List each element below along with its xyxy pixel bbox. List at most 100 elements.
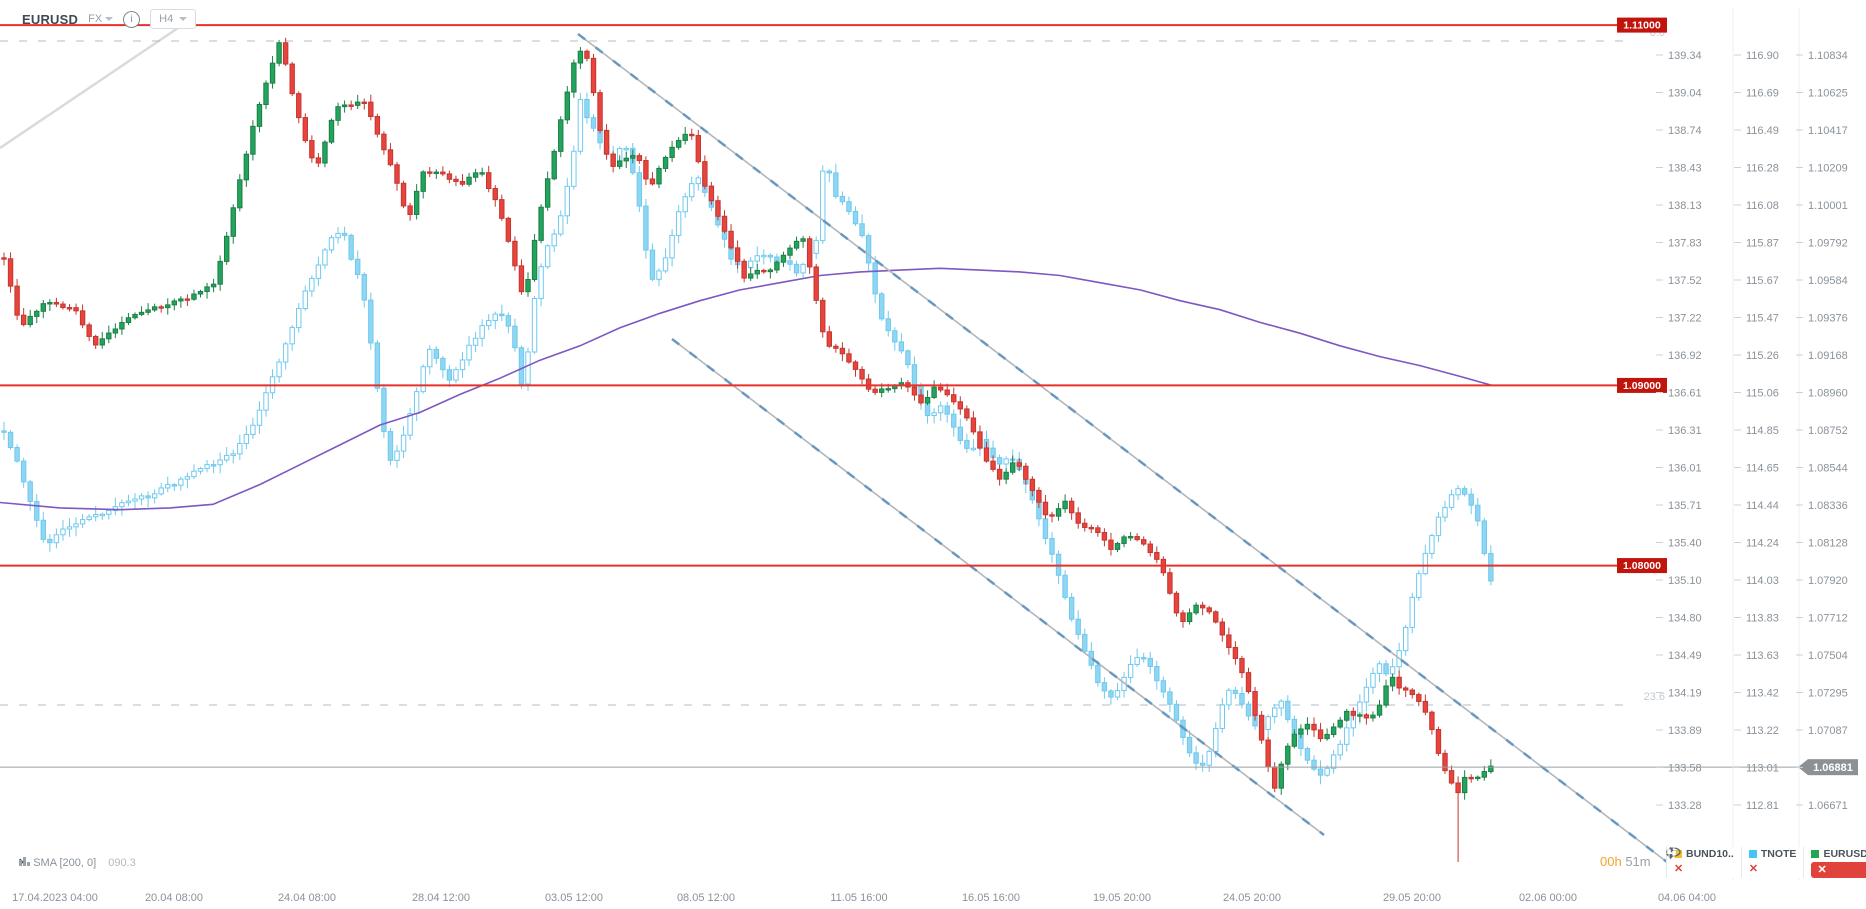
eurusd-scale-label[interactable]: 1.08544 — [1808, 463, 1848, 475]
time-axis-label[interactable]: 29.05 20:00 — [1383, 892, 1441, 904]
eurusd-scale-label[interactable]: 1.10625 — [1808, 88, 1848, 100]
bund10-scale-label[interactable]: 136.31 — [1668, 425, 1702, 437]
eurusd-scale-label[interactable]: 1.09792 — [1808, 238, 1848, 250]
tnote-scale-label[interactable]: 113.83 — [1746, 613, 1779, 625]
tnote-scale-label[interactable]: 115.47 — [1746, 313, 1779, 325]
bund10-scale-label[interactable]: 138.43 — [1668, 163, 1702, 175]
candle-body — [577, 98, 584, 152]
eurusd-scale-label[interactable]: 1.09584 — [1808, 275, 1848, 287]
indicator-chart-icon[interactable] — [18, 856, 31, 868]
tnote-scale-label[interactable]: 116.69 — [1746, 88, 1779, 100]
close-icon[interactable]: ✕ — [1748, 863, 1759, 875]
tnote-scale-label[interactable]: 114.24 — [1746, 538, 1779, 550]
tnote-scale-label[interactable]: 113.42 — [1746, 688, 1779, 700]
eurusd-scale-label[interactable]: 1.10417 — [1808, 125, 1848, 137]
candle-body — [132, 498, 138, 502]
time-axis-label[interactable]: 04.06 04:00 — [1658, 892, 1716, 904]
tnote-scale-label[interactable]: 116.90 — [1746, 50, 1779, 62]
bund10-scale-label[interactable]: 137.52 — [1668, 275, 1702, 287]
candle-body — [1278, 700, 1284, 709]
tnote-scale-label[interactable]: 113.63 — [1746, 650, 1779, 662]
bund10-scale-label[interactable]: 136.92 — [1668, 350, 1702, 362]
time-axis-label[interactable]: 17.04.2023 04:00 — [12, 892, 98, 904]
eurusd-scale-label[interactable]: 1.08960 — [1808, 388, 1848, 400]
tnote-scale-label[interactable]: 114.44 — [1746, 500, 1779, 512]
series-eurusd — [1, 37, 1494, 862]
eurusd-scale-label[interactable]: 1.06671 — [1808, 800, 1848, 812]
eurusd-scale-label[interactable]: 1.10001 — [1808, 200, 1848, 212]
tnote-scale-label[interactable]: 114.65 — [1746, 463, 1779, 475]
eurusd-scale-label[interactable]: 1.09376 — [1808, 313, 1848, 325]
tnote-scale-label[interactable]: 116.49 — [1746, 125, 1779, 137]
candle-body — [27, 315, 33, 326]
bund10-scale-label[interactable]: 139.34 — [1668, 50, 1702, 62]
time-axis-label[interactable]: 02.06 00:00 — [1519, 892, 1577, 904]
time-axis-label[interactable]: 08.05 12:00 — [677, 892, 735, 904]
eurusd-scale-label[interactable]: 1.07712 — [1808, 613, 1848, 625]
time-axis-label[interactable]: 16.05 16:00 — [962, 892, 1020, 904]
time-axis-label[interactable]: 11.05 16:00 — [830, 892, 887, 904]
bund10-scale-label[interactable]: 133.58 — [1668, 763, 1702, 775]
candle-body — [610, 153, 616, 167]
eurusd-scale-label[interactable]: 1.07087 — [1808, 725, 1848, 737]
timeframe-select[interactable]: H4 — [150, 9, 197, 29]
bund10-scale-label[interactable]: 133.89 — [1668, 725, 1702, 737]
tnote-scale-label[interactable]: 113.22 — [1746, 725, 1779, 737]
tnote-scale-label[interactable]: 115.06 — [1746, 388, 1779, 400]
bund10-scale-label[interactable]: 135.10 — [1668, 575, 1702, 587]
candle-body — [53, 534, 60, 544]
indicator-close-icon[interactable]: ✕ — [18, 857, 28, 869]
bund10-scale-label[interactable]: 133.28 — [1668, 800, 1702, 812]
bund10-scale-label[interactable]: 134.49 — [1668, 650, 1702, 662]
time-axis-label[interactable]: 24.04 08:00 — [278, 892, 336, 904]
eurusd-scale-label[interactable]: 1.08128 — [1808, 538, 1848, 550]
active-instrument-badge[interactable]: ✕ — [1667, 847, 1866, 878]
info-icon[interactable]: i — [123, 10, 141, 28]
bund10-scale-label[interactable]: 138.74 — [1668, 125, 1702, 137]
bund10-scale-label[interactable]: 134.19 — [1668, 688, 1702, 700]
bund10-scale-label[interactable]: 136.61 — [1668, 388, 1702, 400]
close-icon[interactable]: ✕ — [1817, 864, 1827, 876]
minor-gray-trendline[interactable] — [0, 26, 179, 150]
time-axis-label[interactable]: 24.05 20:00 — [1223, 892, 1281, 904]
candle-body — [466, 344, 472, 361]
eurusd-scale-label[interactable]: 1.10834 — [1808, 50, 1848, 62]
bund10-scale-label[interactable]: 137.83 — [1668, 238, 1702, 250]
tnote-scale-label[interactable]: 114.03 — [1746, 575, 1779, 587]
time-axis-label[interactable]: 20.04 08:00 — [145, 892, 203, 904]
eurusd-scale-label[interactable]: 1.07295 — [1808, 688, 1848, 700]
tnote-scale-label[interactable]: 112.81 — [1746, 800, 1779, 812]
eurusd-scale-label[interactable]: 1.08752 — [1808, 425, 1848, 437]
candle-body — [7, 258, 14, 287]
bund10-scale-label[interactable]: 134.80 — [1668, 613, 1702, 625]
eurusd-scale-label[interactable]: 1.10209 — [1808, 163, 1848, 175]
tnote-scale-label[interactable]: 115.87 — [1746, 238, 1779, 250]
tnote-scale-label[interactable]: 113.01 — [1746, 763, 1779, 775]
candle-body — [1298, 728, 1304, 735]
bund10-scale-label[interactable]: 135.71 — [1668, 500, 1702, 512]
eurusd-scale-label[interactable]: 1.09168 — [1808, 350, 1848, 362]
sma-line[interactable] — [0, 267, 1493, 511]
bund10-scale-label[interactable]: 136.01 — [1668, 463, 1702, 475]
eurusd-scale-label[interactable]: 1.07920 — [1808, 575, 1848, 587]
bund10-scale-label[interactable]: 139.04 — [1668, 88, 1702, 100]
instrument-legend: BUND10.. ✕ TNOTE ✕ EURUSD ✕ — [1666, 847, 1866, 878]
tnote-scale-label[interactable]: 114.85 — [1746, 425, 1779, 437]
tnote-scale-label[interactable]: 115.67 — [1746, 275, 1779, 287]
bund10-scale-label[interactable]: 138.13 — [1668, 200, 1702, 212]
tnote-scale-label[interactable]: 116.28 — [1746, 163, 1779, 175]
close-icon[interactable]: ✕ — [1674, 863, 1684, 875]
time-axis-label[interactable]: 03.05 12:00 — [545, 892, 603, 904]
market-selector[interactable]: FX — [88, 13, 114, 25]
time-axis-label[interactable]: 28.04 12:00 — [412, 892, 470, 904]
tnote-scale-label[interactable]: 115.26 — [1746, 350, 1779, 362]
time-axis-label[interactable]: 19.05 20:00 — [1093, 892, 1151, 904]
eurusd-scale-label[interactable]: 1.08336 — [1808, 500, 1848, 512]
bund10-scale-label[interactable]: 137.22 — [1668, 313, 1702, 325]
eurusd-scale-label[interactable]: 1.07504 — [1808, 650, 1848, 662]
candle-body — [643, 160, 649, 180]
tnote-scale-label[interactable]: 116.08 — [1746, 200, 1779, 212]
indicator-row: ✕ SMA [200, 0] 090.3 — [18, 856, 136, 870]
bund10-scale-label[interactable]: 135.40 — [1668, 538, 1702, 550]
